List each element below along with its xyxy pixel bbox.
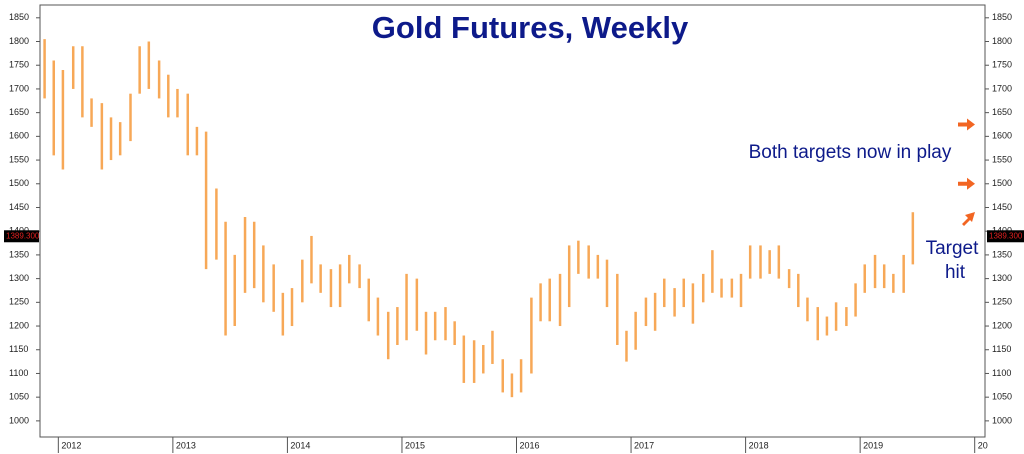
y-tick-label: 1150 <box>9 344 28 354</box>
y-tick-label: 1800 <box>9 36 29 46</box>
y2-tick-label: 1850 <box>992 12 1012 22</box>
x-tick-label: 2013 <box>176 440 196 450</box>
y-tick-label: 1200 <box>9 320 29 330</box>
annotation: hit <box>945 262 966 283</box>
target-arrow <box>962 211 975 226</box>
y2-tick-label: 1200 <box>992 320 1012 330</box>
y-tick-label: 1500 <box>9 178 29 188</box>
y2-tick-label: 1550 <box>992 154 1012 164</box>
x-tick-label: 2017 <box>634 440 654 450</box>
x-tick-label: 2014 <box>290 440 310 450</box>
y2-tick-label: 1800 <box>992 36 1012 46</box>
last-price-label: 1389.300 <box>6 231 40 240</box>
x-tick-label: 2016 <box>520 440 540 450</box>
x-tick-label: 2018 <box>749 440 769 450</box>
last-price-box <box>4 230 39 243</box>
y2-tick-label: 1450 <box>992 202 1012 212</box>
last-price-box <box>987 230 1024 243</box>
last-price-label: 1389.300 <box>989 231 1023 240</box>
y2-tick-label: 1300 <box>992 273 1012 283</box>
annotation: Target <box>926 238 980 259</box>
y2-tick-label: 1000 <box>992 415 1012 425</box>
y-tick-label: 1550 <box>9 154 29 164</box>
target-arrow <box>958 118 975 131</box>
y-tick-label: 1850 <box>9 12 29 22</box>
y2-tick-label: 1050 <box>992 392 1012 402</box>
y2-tick-label: 1700 <box>992 83 1012 93</box>
y2-tick-label: 1350 <box>992 249 1012 259</box>
y-tick-label: 1250 <box>9 297 29 307</box>
plot-frame <box>39 4 986 438</box>
y2-tick-label: 1100 <box>992 368 1011 378</box>
y-tick-label: 1000 <box>9 415 29 425</box>
y-tick-label: 1600 <box>9 131 29 141</box>
y2-tick-label: 1650 <box>992 107 1012 117</box>
y-tick-label: 1050 <box>9 392 29 402</box>
x-tick-label: 2019 <box>863 440 883 450</box>
chart-title: Gold Futures, Weekly <box>372 10 689 45</box>
annotation: Both targets now in play <box>749 142 952 163</box>
y2-tick-label: 1750 <box>992 60 1012 70</box>
y-tick-label: 1100 <box>9 368 28 378</box>
x-tick-label: 20 <box>978 440 988 450</box>
y-tick-label: 1650 <box>9 107 29 117</box>
y-tick-label: 1750 <box>9 60 29 70</box>
x-tick-label: 2015 <box>405 440 425 450</box>
y-tick-label: 1300 <box>9 273 29 283</box>
y-tick-label: 1350 <box>9 249 29 259</box>
x-tick-label: 2012 <box>61 440 81 450</box>
y-tick-label: 1700 <box>9 83 29 93</box>
y-tick-label: 1450 <box>9 202 29 212</box>
y2-tick-label: 1600 <box>992 131 1012 141</box>
target-arrow <box>958 177 975 190</box>
y2-tick-label: 1500 <box>992 178 1012 188</box>
y2-tick-label: 1250 <box>992 297 1012 307</box>
y2-tick-label: 1150 <box>992 344 1011 354</box>
